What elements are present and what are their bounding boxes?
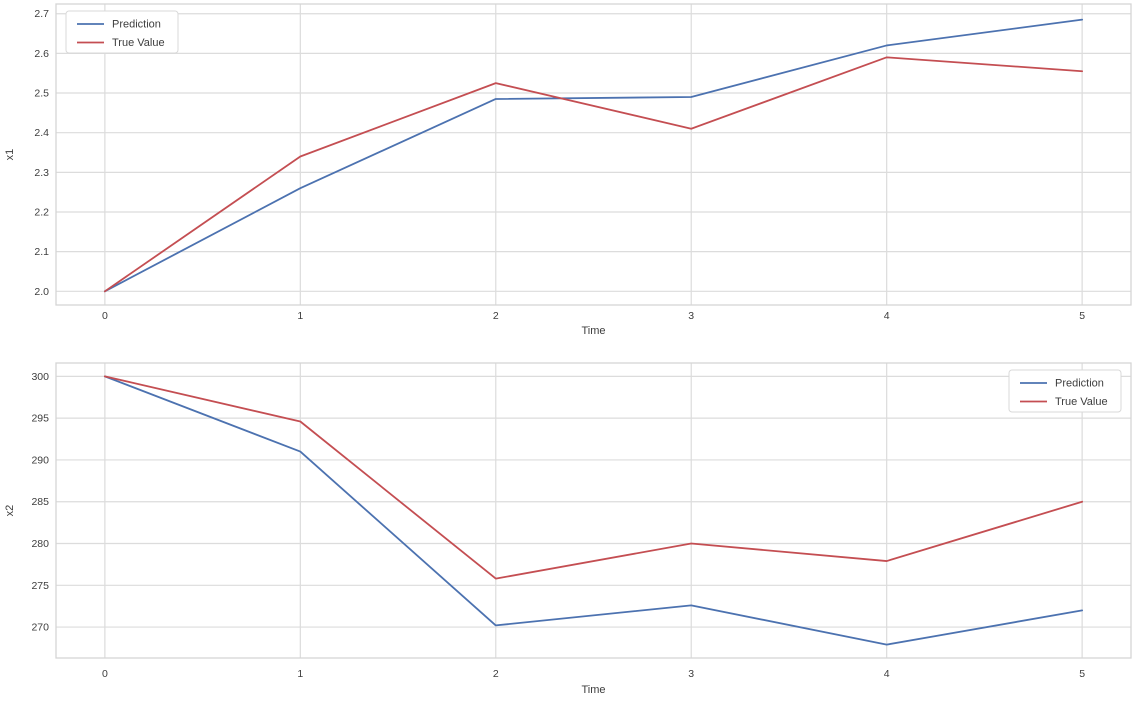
y-tick-label: 290 — [31, 454, 49, 466]
y-tick-label: 2.7 — [34, 8, 49, 20]
y-tick-label: 275 — [31, 580, 49, 592]
y-tick-label: 2.2 — [34, 207, 49, 219]
series-line-true-value — [103, 56, 1084, 293]
x-tick-label: 5 — [1079, 310, 1085, 322]
x2-chart-legend: Prediction True Value — [1008, 369, 1122, 413]
legend-label-true-value: True Value — [112, 37, 165, 49]
x-tick-label: 2 — [493, 668, 499, 680]
x-tick-label: 0 — [102, 310, 108, 322]
x2-chart-grid — [56, 363, 1131, 658]
x-tick-label: 4 — [884, 310, 890, 322]
x-tick-label: 3 — [688, 310, 694, 322]
series-line-true-value — [103, 375, 1084, 580]
x-tick-label: 4 — [884, 668, 890, 680]
x2-chart-xlabel: Time — [581, 684, 605, 696]
x1-chart-tick-labels: 0 1 2 3 4 5 2.0 2.1 2.2 2.3 2.4 2.5 2.6 2.7 — [34, 8, 1085, 322]
y-tick-label: 280 — [31, 538, 49, 550]
x-tick-label: 3 — [688, 668, 694, 680]
legend-label-prediction: Prediction — [112, 19, 161, 31]
x-tick-label: 2 — [493, 310, 499, 322]
x1-chart-legend: Prediction True Value — [65, 10, 179, 54]
y-tick-label: 2.5 — [34, 88, 49, 100]
x1-chart-ylabel: x1 — [4, 149, 16, 161]
x-tick-label: 1 — [297, 310, 303, 322]
x1-chart-grid — [56, 4, 1131, 305]
y-tick-label: 2.1 — [34, 246, 49, 258]
x-tick-label: 0 — [102, 668, 108, 680]
x2-chart: 0 1 2 3 4 5 270 275 280 285 290 295 300 Time x2 Predict… — [4, 362, 1132, 696]
y-tick-label: 295 — [31, 413, 49, 425]
x-tick-label: 5 — [1079, 668, 1085, 680]
y-tick-label: 285 — [31, 496, 49, 508]
y-tick-label: 2.0 — [34, 286, 49, 298]
x1-chart-spines — [55, 3, 1132, 306]
legend-label-prediction: Prediction — [1055, 378, 1104, 390]
series-line-prediction — [103, 375, 1084, 646]
y-tick-label: 2.3 — [34, 167, 49, 179]
y-tick-label: 2.4 — [34, 127, 49, 139]
x2-chart-ylabel: x2 — [4, 505, 16, 517]
y-tick-label: 2.6 — [34, 48, 49, 60]
x1-chart: 0 1 2 3 4 5 2.0 2.1 2.2 2.3 2.4 2.5 2.6 2.7 Time x1 Pred… — [4, 3, 1132, 337]
x2-chart-spines — [55, 362, 1132, 659]
y-tick-label: 270 — [31, 622, 49, 634]
x1-chart-xlabel: Time — [581, 325, 605, 337]
x-tick-label: 1 — [297, 668, 303, 680]
y-tick-label: 300 — [31, 371, 49, 383]
x2-chart-tick-labels: 0 1 2 3 4 5 270 275 280 285 290 295 300 — [31, 371, 1085, 680]
legend-label-true-value: True Value — [1055, 396, 1108, 408]
series-line-prediction — [103, 18, 1084, 293]
